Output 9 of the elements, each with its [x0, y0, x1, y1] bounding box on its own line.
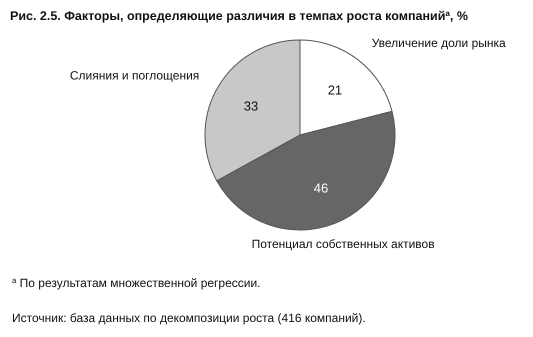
slice-label: Увеличение доли рынка — [372, 36, 506, 50]
chart-title: Рис. 2.5. Факторы, определяющие различия в темпах роста компаний$^{а}$, % — [10, 8, 468, 23]
data-label: 21 — [328, 82, 342, 98]
slice-label: Потенциал собственных активов — [252, 236, 435, 251]
text: $^{а}$ По результатам множественной регрессии. — [12, 276, 261, 290]
data-label: 33 — [244, 98, 258, 114]
data-label: 46 — [314, 180, 328, 196]
slice-label: Слияния и поглощения — [70, 68, 200, 83]
text: Источник: база данных по декомпозиции роста (416 компаний). — [12, 311, 366, 325]
